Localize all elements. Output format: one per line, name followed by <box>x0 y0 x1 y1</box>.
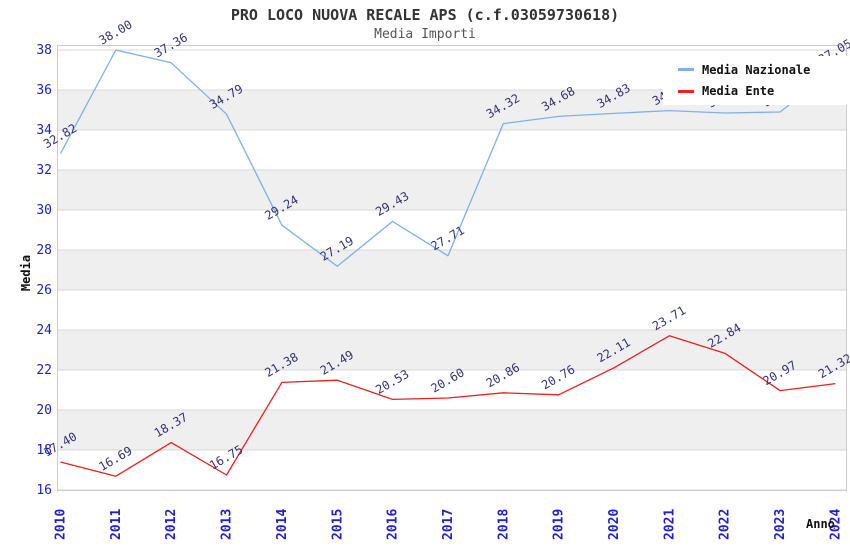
x-tick-label: 2017 <box>441 509 456 540</box>
y-tick-label: 18 <box>36 443 52 458</box>
x-tick-label: 2015 <box>330 509 345 540</box>
x-tick-label: 2020 <box>607 509 622 540</box>
x-tick-label: 2018 <box>496 509 511 540</box>
x-tick-label: 2012 <box>164 509 179 540</box>
y-tick-label: 38 <box>36 43 52 58</box>
x-tick-label: 2011 <box>109 509 124 540</box>
point-label: 27.71 <box>428 223 466 253</box>
x-tick-label: 2022 <box>718 509 733 540</box>
y-tick-label: 24 <box>36 323 52 338</box>
y-axis-title: Media <box>19 254 33 292</box>
plot-band <box>57 410 846 450</box>
chart-title: PRO LOCO NUOVA RECALE APS (c.f.030597306… <box>230 6 620 24</box>
legend-line-swatch-red <box>678 89 694 93</box>
x-tick-label: 2010 <box>54 509 69 540</box>
y-tick-label: 22 <box>36 363 52 378</box>
point-label: 37.36 <box>152 30 190 60</box>
x-tick-label: 2019 <box>552 509 567 540</box>
point-label: 38.00 <box>96 17 134 47</box>
legend: Media Nazionale Media Ente <box>663 56 847 105</box>
series-line-media-nazionale <box>59 49 836 267</box>
chart-subtitle: Media Importi <box>374 27 476 42</box>
plot-band <box>57 170 846 210</box>
point-label: 23.71 <box>650 303 688 333</box>
y-tick-label: 30 <box>36 203 52 218</box>
x-tick-label: 2021 <box>662 509 677 540</box>
x-axis-title: Anno <box>806 517 835 531</box>
legend-line-swatch-blue <box>678 68 694 72</box>
y-tick-label: 16 <box>36 483 52 498</box>
plot-frame <box>57 45 847 491</box>
x-tick-label: 2014 <box>275 509 290 540</box>
legend-label: Media Ente <box>702 84 775 99</box>
legend-item-media-ente: Media Ente <box>678 84 847 98</box>
y-tick-label: 34 <box>36 123 52 138</box>
y-tick-label: 32 <box>36 163 52 178</box>
x-tick-label: 2023 <box>773 509 788 540</box>
y-tick-label: 28 <box>36 243 52 258</box>
plot-band <box>57 250 846 290</box>
point-label: 20.53 <box>373 367 411 397</box>
x-tick-label: 2024 <box>828 509 843 540</box>
x-tick-label: 2016 <box>386 509 401 540</box>
y-tick-label: 26 <box>36 283 52 298</box>
series-line-media-ente <box>60 335 836 477</box>
y-tick-label: 20 <box>36 403 52 418</box>
legend-label: Media Nazionale <box>702 62 811 77</box>
y-tick-label: 36 <box>36 83 52 98</box>
legend-item-media-nazionale: Media Nazionale <box>678 63 847 77</box>
x-tick-label: 2013 <box>220 509 235 540</box>
